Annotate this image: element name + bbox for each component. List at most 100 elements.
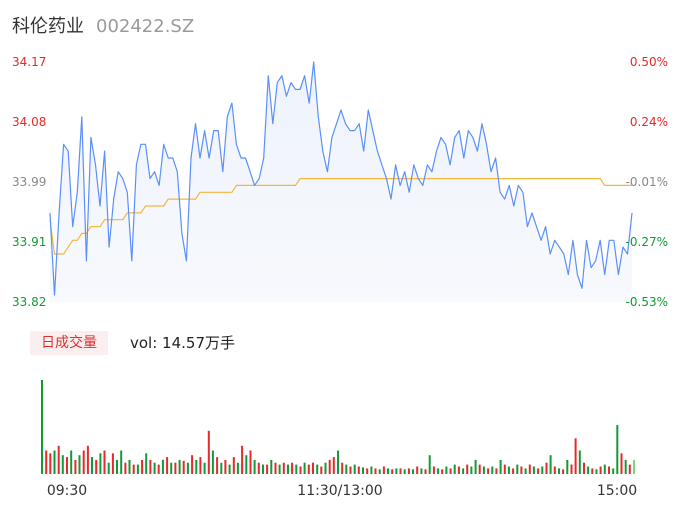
volume-bar — [549, 455, 552, 474]
volume-bar — [382, 466, 385, 474]
volume-bar — [74, 459, 77, 474]
volume-bar — [270, 459, 273, 474]
volume-bar — [432, 466, 435, 474]
volume-bar — [41, 380, 43, 474]
volume-bar — [591, 468, 594, 474]
volume-bar — [195, 459, 198, 474]
average-price-line — [49, 178, 632, 255]
volume-bar — [274, 462, 277, 474]
volume-bar — [362, 467, 364, 474]
volume-bar — [457, 466, 460, 474]
volume-bar — [203, 462, 206, 474]
volume-bar — [545, 462, 548, 474]
price-line — [49, 61, 633, 296]
volume-bar — [57, 445, 60, 474]
volume-bar — [262, 464, 264, 474]
volume-bar — [608, 466, 610, 474]
price-tick-label: 33.91 — [12, 235, 46, 249]
volume-bar — [120, 450, 123, 474]
volume-bar — [291, 462, 294, 474]
volume-bar — [161, 459, 164, 474]
volume-bar — [407, 468, 410, 474]
volume-bar — [532, 466, 535, 474]
volume-bar — [562, 469, 565, 474]
volume-bar — [124, 462, 127, 474]
volume-bar — [416, 466, 419, 474]
volume-bar — [341, 462, 344, 474]
volume-bar — [257, 462, 260, 474]
stock-name: 科伦药业 — [12, 16, 84, 37]
volume-bar — [220, 462, 223, 474]
percent-axis: 0.50% 0.24% -0.01% -0.27% -0.53% — [626, 55, 668, 309]
volume-bar — [482, 466, 485, 474]
volume-bar — [45, 450, 48, 474]
volume-bar — [403, 469, 406, 474]
volume-bar — [395, 468, 398, 474]
percent-tick-label: -0.27% — [626, 235, 668, 249]
volume-bar — [241, 445, 244, 474]
volume-bar — [228, 464, 231, 474]
volume-bar — [391, 469, 394, 474]
volume-bar — [478, 464, 481, 474]
volume-plot — [41, 380, 635, 474]
volume-bar — [628, 464, 631, 474]
percent-tick-label: 0.50% — [630, 55, 668, 69]
volume-bar — [253, 459, 256, 474]
volume-bar — [512, 468, 515, 474]
volume-bar — [216, 457, 219, 474]
volume-bar — [182, 460, 185, 474]
volume-tag: 日成交量 — [30, 331, 108, 355]
volume-bar — [128, 459, 131, 474]
volume-bar — [141, 459, 144, 474]
volume-bar — [420, 468, 423, 474]
volume-bar — [107, 462, 110, 474]
volume-bar — [449, 468, 452, 474]
volume-bar — [624, 459, 627, 474]
volume-bar — [287, 464, 289, 474]
volume-bar — [374, 468, 377, 474]
price-axis: 34.17 34.08 33.99 33.91 33.82 — [12, 55, 46, 309]
volume-bar — [49, 453, 52, 474]
volume-bar — [578, 450, 581, 474]
volume-bar — [353, 464, 356, 474]
volume-bar — [136, 464, 139, 474]
volume-bar — [303, 462, 306, 474]
volume-bar — [320, 466, 323, 474]
volume-bar — [428, 455, 431, 474]
volume-bar — [620, 453, 623, 474]
volume-bar — [366, 468, 369, 474]
price-plot — [49, 61, 633, 302]
volume-bar — [199, 457, 202, 474]
volume-bar — [282, 462, 285, 474]
volume-bar — [170, 462, 173, 474]
volume-bar — [82, 450, 85, 474]
time-tick-label: 15:00 — [597, 483, 637, 499]
volume-bar — [507, 466, 510, 474]
stock-code: 002422.SZ — [96, 16, 195, 37]
volume-bar — [599, 466, 602, 474]
volume-bar — [224, 459, 227, 474]
volume-bar — [312, 462, 314, 474]
volume-bar — [232, 457, 235, 474]
price-tick-label: 34.08 — [12, 115, 46, 129]
volume-bar — [245, 455, 248, 474]
volume-bar — [616, 425, 619, 474]
volume-bar — [332, 457, 335, 474]
volume-bar — [441, 469, 444, 474]
volume-bar — [103, 450, 106, 474]
volume-bar — [524, 468, 527, 474]
volume-bar — [211, 450, 214, 474]
volume-bar — [337, 450, 339, 474]
volume-bar — [66, 457, 68, 474]
volume-bar — [387, 468, 389, 474]
volume-bar — [357, 466, 360, 474]
volume-bar — [249, 450, 252, 474]
volume-bar — [566, 459, 569, 474]
volume-bar — [462, 468, 465, 474]
volume-bar — [583, 462, 585, 474]
volume-bar — [437, 468, 440, 474]
volume-bar — [495, 468, 498, 474]
percent-tick-label: 0.24% — [630, 115, 668, 129]
volume-bar — [487, 468, 490, 474]
